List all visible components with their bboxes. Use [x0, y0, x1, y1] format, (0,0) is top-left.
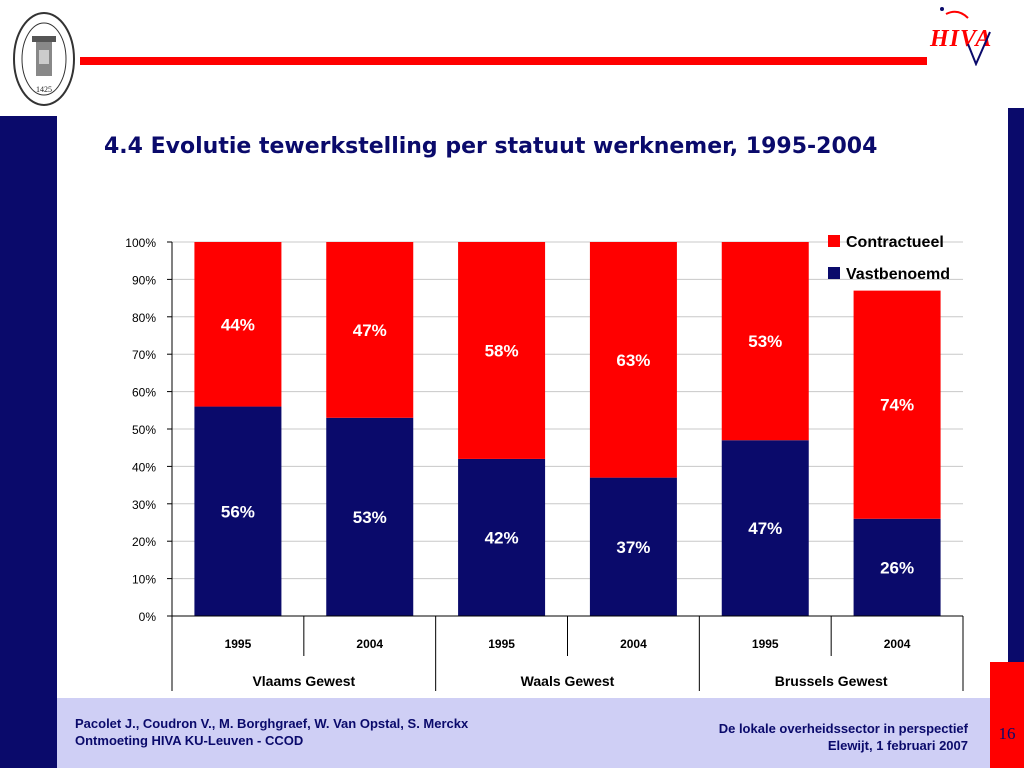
y-tick-label: 40%: [132, 460, 156, 474]
legend: Contractueel Vastbenoemd: [828, 234, 950, 283]
legend-label: Vastbenoemd: [846, 266, 950, 283]
data-label-contractueel: 53%: [748, 332, 782, 351]
bar-contractueel: [589, 242, 677, 478]
university-seal-logo: 1425: [13, 12, 75, 106]
data-labels: 56% 44% 53% 47% 42% 58% 37% 63% 47% 53% 26% 74%: [221, 315, 914, 577]
bar-vastbenoemd: [721, 440, 809, 616]
footer-event-line: Ontmoeting HIVA KU-Leuven - CCOD: [75, 733, 304, 748]
right-decor-band: [1008, 108, 1024, 662]
data-label-vastbenoemd: 37%: [616, 538, 650, 557]
data-label-vastbenoemd: 42%: [485, 528, 519, 547]
data-label-vastbenoemd: 47%: [748, 519, 782, 538]
footer-authors-line: Pacolet J., Coudron V., M. Borghgraef, W…: [75, 716, 469, 731]
x-group-label: Vlaams Gewest: [252, 673, 355, 689]
hiva-logo-text: HIVA: [929, 26, 992, 52]
bar-contractueel: [194, 242, 282, 407]
x-tick-label: 1995: [488, 637, 515, 651]
bar-contractueel: [853, 290, 941, 519]
y-tick-label: 60%: [132, 386, 156, 400]
x-group-label: Waals Gewest: [521, 673, 615, 689]
hiva-logo: HIVA: [929, 7, 992, 66]
bar-vastbenoemd: [194, 406, 282, 616]
y-tick-label: 90%: [132, 273, 156, 287]
x-tick-label: 1995: [225, 637, 252, 651]
bar-vastbenoemd: [853, 518, 941, 616]
bar-vastbenoemd: [326, 417, 414, 616]
data-label-vastbenoemd: 26%: [880, 558, 914, 577]
data-label-contractueel: 58%: [485, 341, 519, 360]
legend-swatch: [828, 267, 840, 279]
y-tick-label: 80%: [132, 311, 156, 325]
y-axis-ticks: 0% 10% 20% 30% 40% 50% 60% 70% 80% 90% 100%: [125, 236, 173, 624]
y-tick-label: 50%: [132, 423, 156, 437]
y-tick-label: 100%: [125, 236, 156, 250]
x-tick-label: 1995: [752, 637, 779, 651]
grid-lines: [172, 241, 963, 580]
bar-vastbenoemd: [589, 477, 677, 616]
footer-presentation-title: De lokale overheidssector in perspectief: [718, 721, 968, 736]
page-number: 16: [998, 724, 1016, 743]
x-tick-label: 2004: [620, 637, 647, 651]
y-tick-label: 10%: [132, 573, 156, 587]
bar-series: [194, 242, 941, 616]
bar-contractueel: [721, 242, 809, 441]
bar-contractueel: [326, 242, 414, 418]
left-decor-band: [0, 116, 57, 768]
legend-label: Contractueel: [846, 234, 944, 251]
seal-year: 1425: [36, 85, 52, 94]
legend-swatch: [828, 235, 840, 247]
x-tick-label: 2004: [356, 637, 383, 651]
y-tick-label: 0%: [139, 610, 157, 624]
x-axis: 1995 2004 1995 2004 1995 2004 Vlaams Gewest Waa…: [171, 615, 964, 691]
x-group-label: Brussels Gewest: [775, 673, 888, 689]
data-label-vastbenoemd: 56%: [221, 502, 255, 521]
data-label-contractueel: 74%: [880, 396, 914, 415]
data-label-vastbenoemd: 53%: [353, 508, 387, 527]
data-label-contractueel: 44%: [221, 315, 255, 334]
x-tick-label: 2004: [884, 637, 911, 651]
bar-vastbenoemd: [458, 458, 546, 616]
header-red-rule: [80, 57, 927, 65]
data-label-contractueel: 63%: [616, 351, 650, 370]
y-tick-label: 20%: [132, 535, 156, 549]
footer-bar: Pacolet J., Coudron V., M. Borghgraef, W…: [57, 698, 990, 768]
footer-authors: Pacolet J., Coudron V., M. Borghgraef, W…: [75, 715, 468, 749]
page-number-box: 16: [990, 662, 1024, 768]
footer-presentation-date: Elewijt, 1 februari 2007: [827, 738, 968, 753]
y-tick-label: 70%: [132, 348, 156, 362]
data-label-contractueel: 47%: [353, 321, 387, 340]
bar-contractueel: [458, 242, 546, 459]
stacked-bar-chart: 0% 10% 20% 30% 40% 50% 60% 70% 80% 90% 100% 56% 44%…: [125, 234, 964, 691]
slide-title: 4.4 Evolutie tewerkstelling per statuut …: [104, 134, 878, 159]
y-tick-label: 30%: [132, 498, 156, 512]
footer-presentation: De lokale overheidssector in perspectief…: [719, 720, 968, 754]
